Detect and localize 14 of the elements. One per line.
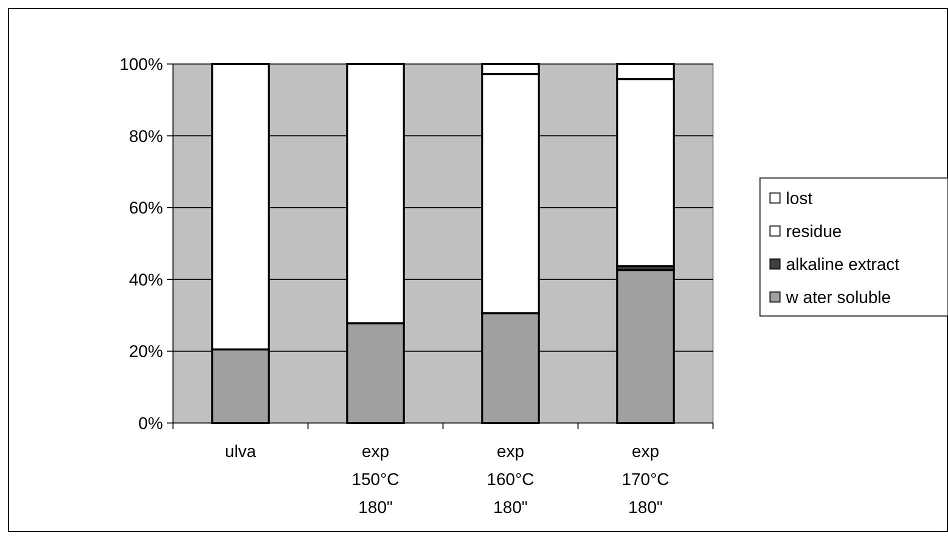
y-tick-label: 60% <box>128 198 163 218</box>
legend-label: w ater soluble <box>785 288 891 307</box>
x-tick-label: exp 170°C 180" <box>622 442 670 517</box>
legend-label: alkaline extract <box>786 254 900 274</box>
x-tick-label: exp 160°C 180" <box>486 442 534 517</box>
legend-label: residue <box>786 222 842 241</box>
y-tick-label: 80% <box>128 126 163 146</box>
y-tick-label: 100% <box>120 54 163 74</box>
y-tick-label: 20% <box>128 342 163 362</box>
legend-label: lost <box>786 188 813 208</box>
y-tick-label: 40% <box>128 270 163 290</box>
y-tick-label: 0% <box>138 414 163 433</box>
x-tick-label: exp 150°C 180" <box>352 442 400 517</box>
x-tick-label: ulva <box>224 442 257 461</box>
